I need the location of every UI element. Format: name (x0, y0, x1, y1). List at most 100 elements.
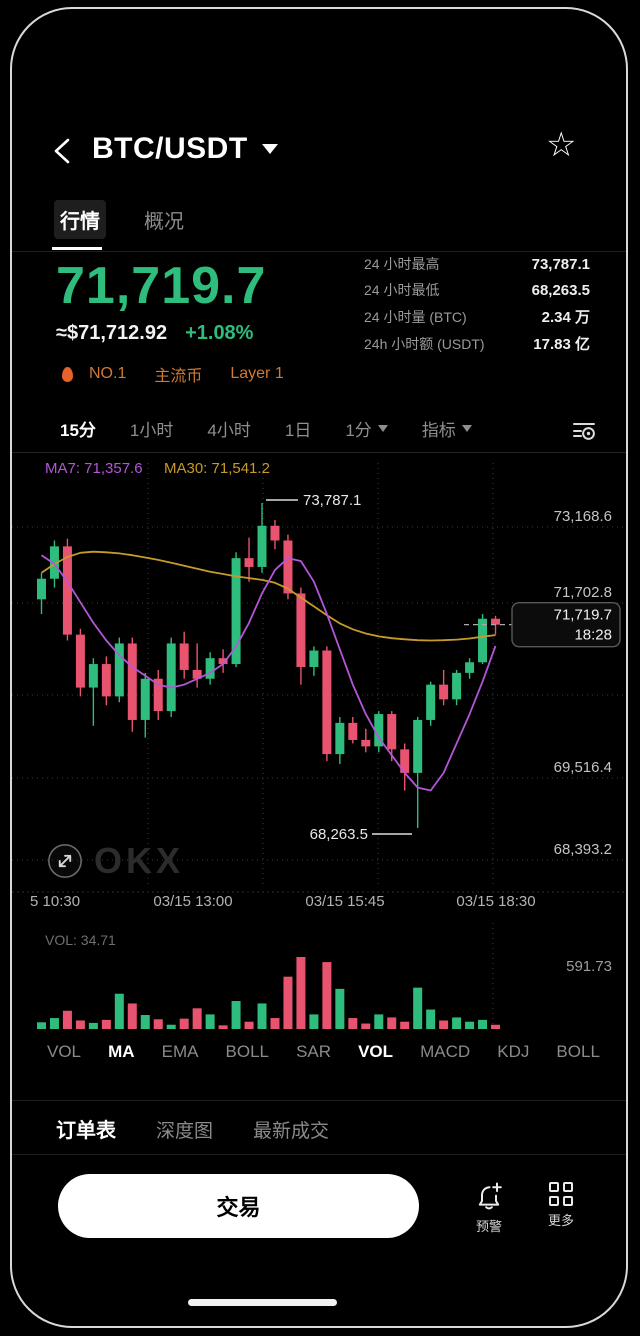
pair-selector[interactable]: BTC/USDT (92, 132, 278, 166)
indicator-tab-VOL-0[interactable]: VOL (47, 1042, 82, 1061)
badge-row: NO.1 主流币 Layer 1 (62, 362, 284, 386)
caret-down-icon (261, 144, 278, 154)
stat-row: 24 小时最低 68,263.5 (364, 280, 590, 300)
grid-more-icon (549, 1182, 573, 1206)
volume-bar (257, 1003, 267, 1029)
candle-body (478, 618, 488, 663)
x-axis-label: 03/15 13:00 (153, 893, 233, 910)
volume-bar (62, 1010, 72, 1029)
volume-bar (322, 962, 332, 1029)
ma30-line (40, 550, 496, 642)
timeframe-1日[interactable]: 1日 (284, 421, 312, 440)
candle-body (179, 643, 189, 670)
volume-bar (491, 1024, 501, 1029)
trade-button[interactable]: 交易 (58, 1174, 419, 1238)
flame-icon (62, 366, 73, 382)
candle-body (166, 643, 176, 712)
candle-body (218, 658, 228, 665)
volume-bar (140, 1015, 150, 1029)
volume-bar (179, 1018, 189, 1029)
volume-bar (127, 1003, 137, 1029)
candle-body (413, 719, 423, 773)
tab-概况[interactable]: 概况 (144, 211, 184, 233)
candle-body (62, 546, 72, 635)
candle-body (75, 634, 85, 688)
ma7-line (40, 554, 497, 792)
timeframe-1小时[interactable]: 1小时 (129, 421, 174, 440)
volume-bar (205, 1014, 215, 1029)
price-change: +1.08% (185, 322, 254, 344)
candle-body (231, 558, 241, 665)
candle-body (335, 722, 345, 755)
candle-body (270, 525, 280, 541)
candle-body (127, 643, 137, 720)
volume-bar (218, 1025, 228, 1029)
indicator-tab-BOLL-3[interactable]: BOLL (225, 1042, 269, 1061)
candlestick-chart[interactable]: 73,168.6 71,702.8 69,516.4 68,393.2 MA7: 71,… (12, 455, 628, 893)
volume-bar (309, 1014, 319, 1029)
volume-bar (413, 987, 423, 1029)
volume-bar (426, 1009, 436, 1029)
volume-bar (49, 1018, 59, 1029)
indicator-tab-SAR-4[interactable]: SAR (296, 1042, 332, 1061)
pair-title: BTC/USDT (92, 132, 248, 165)
candle-body (361, 739, 371, 747)
back-button[interactable] (48, 136, 78, 168)
low-annotation-label: 68,263.5 (310, 826, 368, 843)
bottom-tab-订单表[interactable]: 订单表 (56, 1120, 116, 1142)
volume-bar (465, 1021, 475, 1029)
bottom-tab-深度图[interactable]: 深度图 (156, 1121, 214, 1142)
stat-label: 24 小时最低 (364, 282, 440, 298)
volume-chart[interactable]: VOL: 34.71 591.73 (12, 923, 628, 1035)
tab-行情[interactable]: 行情 (54, 200, 106, 239)
indicator-tab-EMA-2[interactable]: EMA (161, 1042, 199, 1061)
orderbook-tabs: 订单表 深度图 最新成交 (56, 1114, 329, 1143)
candle-body (49, 546, 59, 579)
volume-bar (114, 993, 124, 1029)
active-tab-underline (52, 247, 102, 250)
candle-body (400, 749, 410, 773)
stat-label: 24 小时量 (BTC) (364, 309, 467, 325)
indicator-tab-MACD-6[interactable]: MACD (420, 1042, 471, 1061)
volume-bar (296, 957, 306, 1029)
volume-bar (270, 1018, 280, 1029)
expand-chart-icon[interactable] (46, 842, 84, 880)
indicator-tab-MA-1[interactable]: MA (108, 1042, 135, 1061)
indicator-tab-VOL-5[interactable]: VOL (358, 1042, 394, 1061)
volume-bar (101, 1019, 111, 1029)
candle-body (309, 650, 319, 667)
divider (12, 251, 628, 252)
timeframe-4小时[interactable]: 4小时 (207, 421, 251, 440)
volume-bar (452, 1017, 462, 1029)
stat-row: 24 小时量 (BTC) 2.34 万 (364, 306, 590, 327)
volume-bar (166, 1024, 176, 1029)
badge-label: NO.1 (89, 365, 127, 382)
alert-label: 预警 (475, 1219, 502, 1234)
indicator-tabs: VOL MA EMA BOLL SAR VOL MACD KDJ BOLL (47, 1042, 600, 1062)
candle-body (192, 669, 202, 679)
more-button[interactable]: 更多 (536, 1182, 586, 1229)
price-alert-button[interactable]: 预警 (464, 1180, 514, 1235)
indicator-tab-KDJ-7[interactable]: KDJ (497, 1042, 530, 1061)
divider (12, 452, 628, 453)
timeframe-指标[interactable]: 指标 (422, 416, 472, 441)
divider (12, 1154, 628, 1155)
chart-watermark: OKX (46, 840, 184, 882)
candle-body (348, 722, 358, 740)
stat-value: 17.83 亿 (533, 336, 590, 353)
timeframe-tabs: 15分 1小时 4小时 1日 1分 指标 (60, 416, 472, 441)
volume-bar (283, 976, 293, 1029)
volume-bar (244, 1021, 254, 1029)
stat-row: 24h 小时额 (USDT) 17.83 亿 (364, 333, 590, 354)
volume-bar (374, 1014, 384, 1029)
favorite-star-button[interactable]: ☆ (546, 126, 577, 164)
timeframe-15分[interactable]: 15分 (60, 421, 96, 440)
chart-settings-button[interactable] (568, 414, 600, 446)
indicator-tab-BOLL-8[interactable]: BOLL (556, 1042, 600, 1061)
divider (12, 1100, 628, 1101)
last-price-tag[interactable]: 71,719.7 18:28 (511, 601, 621, 648)
volume-bar (361, 1023, 371, 1029)
timeframe-1分[interactable]: 1分 (345, 416, 388, 441)
bottom-tab-最新成交[interactable]: 最新成交 (253, 1121, 330, 1142)
